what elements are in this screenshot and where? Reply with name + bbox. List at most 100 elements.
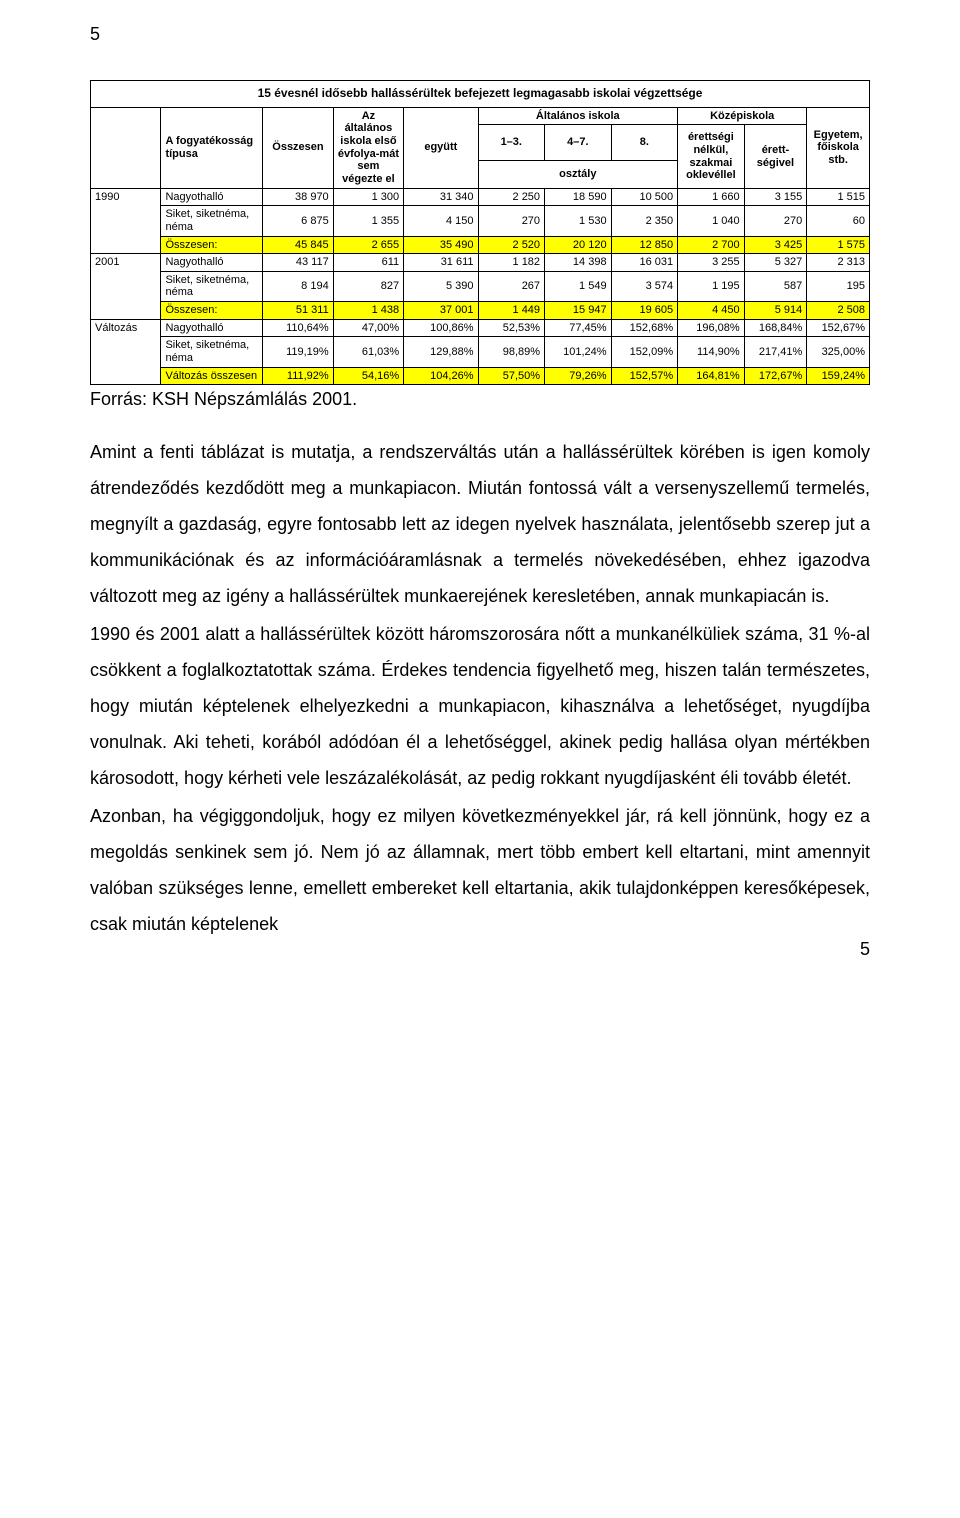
col-primary-group: Általános iskola: [478, 107, 678, 125]
cell-value: 60: [807, 206, 870, 236]
table-row: Siket, siketnéma, néma6 8751 3554 150 270…: [91, 206, 870, 236]
cell-value: 18 590: [545, 188, 612, 206]
cell-value: 172,67%: [744, 367, 807, 385]
cell-value: 110,64%: [263, 319, 333, 337]
section-label: 1990: [91, 188, 161, 254]
cell-value: 47,00%: [333, 319, 403, 337]
row-name: Siket, siketnéma, néma: [161, 206, 263, 236]
col-1-3: 1–3.: [478, 125, 545, 160]
cell-value: 1 438: [333, 302, 403, 320]
cell-value: 164,81%: [678, 367, 745, 385]
cell-value: 5 914: [744, 302, 807, 320]
cell-value: 2 313: [807, 254, 870, 272]
cell-value: 587: [744, 271, 807, 301]
cell-value: 111,92%: [263, 367, 333, 385]
col-type: A fogyatékosság típusa: [161, 107, 263, 188]
cell-value: 1 575: [807, 236, 870, 254]
cell-value: 6 875: [263, 206, 333, 236]
cell-value: 51 311: [263, 302, 333, 320]
cell-value: 152,57%: [611, 367, 678, 385]
cell-value: 119,19%: [263, 337, 333, 367]
col-together: együtt: [404, 107, 478, 188]
cell-value: 1 182: [478, 254, 545, 272]
cell-value: 12 850: [611, 236, 678, 254]
cell-value: 267: [478, 271, 545, 301]
col-erettsegi: érett-ségivel: [744, 125, 807, 188]
cell-value: 77,45%: [545, 319, 612, 337]
row-name: Nagyothalló: [161, 254, 263, 272]
cell-value: 1 515: [807, 188, 870, 206]
cell-value: 1 660: [678, 188, 745, 206]
row-name: Nagyothalló: [161, 188, 263, 206]
col-blank: [91, 107, 161, 188]
cell-value: 217,41%: [744, 337, 807, 367]
cell-value: 31 340: [404, 188, 478, 206]
section-label: Változás: [91, 319, 161, 385]
cell-value: 35 490: [404, 236, 478, 254]
cell-value: 8 194: [263, 271, 333, 301]
row-name: Siket, siketnéma, néma: [161, 271, 263, 301]
cell-value: 19 605: [611, 302, 678, 320]
cell-value: 14 398: [545, 254, 612, 272]
table-row: Siket, siketnéma, néma8 1948275 390267 1 …: [91, 271, 870, 301]
table-row: Siket, siketnéma, néma119,19%61,03%129,8…: [91, 337, 870, 367]
cell-value: 100,86%: [404, 319, 478, 337]
row-name: Siket, siketnéma, néma: [161, 337, 263, 367]
cell-value: 3 255: [678, 254, 745, 272]
section-label: 2001: [91, 254, 161, 320]
cell-value: 152,67%: [807, 319, 870, 337]
col-university: Egyetem, főiskola stb.: [807, 107, 870, 188]
cell-value: 1 355: [333, 206, 403, 236]
cell-value: 4 150: [404, 206, 478, 236]
cell-value: 43 117: [263, 254, 333, 272]
cell-value: 2 250: [478, 188, 545, 206]
data-table: 15 évesnél idősebb hallássérültek befeje…: [90, 80, 870, 385]
table-row: Összesen:45 8452 65535 4902 52020 12012 …: [91, 236, 870, 254]
cell-value: 16 031: [611, 254, 678, 272]
page-container: 5 15 évesnél idősebb hallássérültek befe…: [0, 0, 960, 984]
cell-value: 57,50%: [478, 367, 545, 385]
paragraph: Azonban, ha végiggondoljuk, hogy ez mily…: [90, 798, 870, 942]
col-no-erettsegi: érettségi nélkül, szakmai oklevéllel: [678, 125, 745, 188]
table-row: 2001Nagyothalló43 11761131 6111 18214 39…: [91, 254, 870, 272]
table-body: 1990Nagyothalló38 9701 30031 3402 25018 …: [91, 188, 870, 385]
cell-value: 129,88%: [404, 337, 478, 367]
cell-value: 114,90%: [678, 337, 745, 367]
cell-value: 3 425: [744, 236, 807, 254]
table-row: Összesen:51 3111 43837 0011 44915 94719 …: [91, 302, 870, 320]
cell-value: 1 195: [678, 271, 745, 301]
cell-value: 45 845: [263, 236, 333, 254]
cell-value: 159,24%: [807, 367, 870, 385]
cell-value: 20 120: [545, 236, 612, 254]
cell-value: 1 300: [333, 188, 403, 206]
col-no-primary: Az általános iskola első évfolya-mát sem…: [333, 107, 403, 188]
cell-value: 101,24%: [545, 337, 612, 367]
paragraph: 1990 és 2001 alatt a hallássérültek közö…: [90, 616, 870, 796]
cell-value: 827: [333, 271, 403, 301]
cell-value: 38 970: [263, 188, 333, 206]
cell-value: 2 508: [807, 302, 870, 320]
table-row: Változás összesen111,92%54,16%104,26%57,…: [91, 367, 870, 385]
col-8: 8.: [611, 125, 678, 160]
cell-value: 31 611: [404, 254, 478, 272]
cell-value: 2 655: [333, 236, 403, 254]
row-name: Változás összesen: [161, 367, 263, 385]
cell-value: 611: [333, 254, 403, 272]
cell-value: 270: [744, 206, 807, 236]
cell-value: 15 947: [545, 302, 612, 320]
cell-value: 5 390: [404, 271, 478, 301]
cell-value: 168,84%: [744, 319, 807, 337]
table-row: 1990Nagyothalló38 9701 30031 3402 25018 …: [91, 188, 870, 206]
cell-value: 152,09%: [611, 337, 678, 367]
row-name: Összesen:: [161, 236, 263, 254]
cell-value: 2 350: [611, 206, 678, 236]
cell-value: 52,53%: [478, 319, 545, 337]
cell-value: 2 700: [678, 236, 745, 254]
row-name: Nagyothalló: [161, 319, 263, 337]
table-title: 15 évesnél idősebb hallássérültek befeje…: [91, 81, 870, 108]
cell-value: 2 520: [478, 236, 545, 254]
col-osztaly: osztály: [478, 160, 678, 188]
cell-value: 325,00%: [807, 337, 870, 367]
cell-value: 3 155: [744, 188, 807, 206]
cell-value: 104,26%: [404, 367, 478, 385]
